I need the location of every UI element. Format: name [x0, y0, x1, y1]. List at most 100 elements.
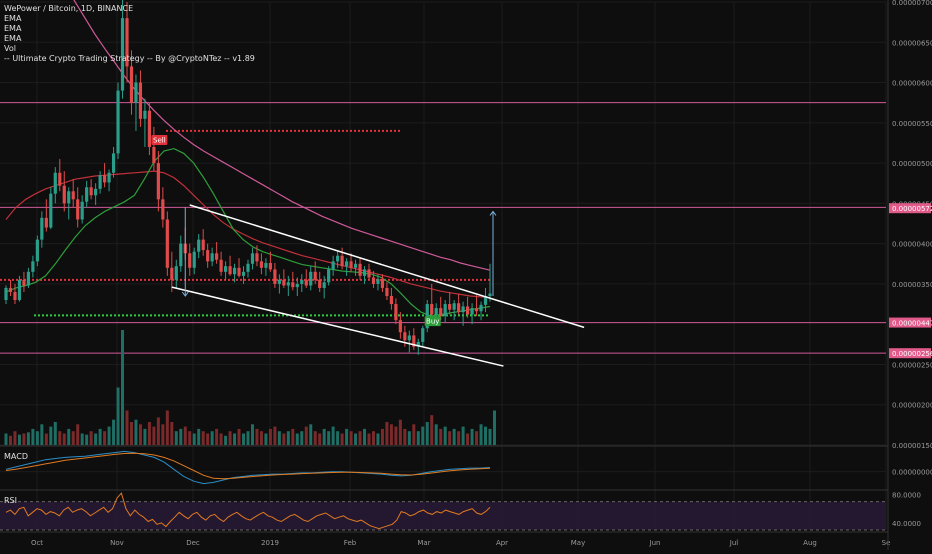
- candle-body: [31, 261, 35, 272]
- candle-body: [228, 266, 232, 275]
- volume-bar: [331, 426, 335, 445]
- ema-mid-line: [5, 170, 491, 299]
- volume-bar: [282, 433, 286, 445]
- candle-body: [179, 243, 183, 267]
- volume-bar: [143, 428, 147, 445]
- volume-bar: [242, 433, 246, 445]
- volume-bar: [237, 428, 241, 445]
- volume-bar: [416, 431, 420, 445]
- volume-bar: [215, 428, 219, 445]
- volume-bar: [457, 431, 461, 445]
- volume-bar: [488, 428, 492, 445]
- volume-bar: [219, 433, 223, 445]
- legend-vol: Vol: [4, 44, 16, 53]
- price-marker-box: [889, 203, 931, 214]
- volume-bar: [452, 428, 456, 445]
- volume-bar: [376, 433, 380, 445]
- volume-bar: [412, 424, 416, 445]
- y-tick-label: 0.00000700: [892, 0, 932, 7]
- candle-body: [349, 261, 353, 268]
- volume-bar: [394, 426, 398, 445]
- candle-body: [44, 217, 48, 228]
- volume-bar: [443, 426, 447, 445]
- candle-body: [322, 282, 326, 288]
- volume-bar: [466, 433, 470, 445]
- rsi-band: [0, 501, 886, 530]
- candle-body: [313, 271, 317, 280]
- volume-bar: [434, 424, 438, 445]
- candle-body: [398, 320, 402, 333]
- volume-bar: [107, 426, 111, 445]
- volume-bar: [407, 431, 411, 445]
- volume-bar: [85, 434, 89, 445]
- volume-bar: [210, 431, 214, 445]
- candle-body: [94, 188, 98, 196]
- candle-body: [223, 266, 228, 272]
- volume-bar: [116, 387, 120, 445]
- volume-bar: [255, 428, 259, 445]
- volume-bar: [58, 431, 62, 445]
- candle-body: [465, 306, 470, 315]
- rsi-tick-label: 40.0000: [892, 520, 921, 528]
- candle-body: [143, 110, 147, 119]
- x-tick-label: Oct: [31, 539, 43, 547]
- volume-bar: [31, 428, 35, 445]
- candle-body: [286, 282, 290, 286]
- volume-bar: [371, 431, 375, 445]
- signal-label: Buy: [426, 318, 439, 326]
- rsi-tick-label: 80.0000: [892, 492, 921, 500]
- signal-badge: [151, 135, 168, 146]
- candle-body: [89, 187, 93, 196]
- volume-bar: [492, 410, 496, 445]
- volume-bar: [165, 410, 169, 445]
- candle-body: [232, 267, 237, 275]
- candle-body: [246, 263, 250, 272]
- volume-bar: [430, 415, 434, 445]
- volume-bar: [259, 431, 263, 445]
- candle-body: [13, 291, 17, 301]
- candle-body: [318, 279, 322, 288]
- candle-body: [71, 191, 75, 200]
- candle-body: [125, 18, 129, 67]
- measure-arrow-right-head: [489, 210, 497, 216]
- volume-bar: [112, 419, 116, 445]
- x-tick-label: May: [571, 539, 585, 547]
- candle-body: [282, 279, 286, 286]
- candle-body: [380, 279, 385, 288]
- x-tick-label: Dec: [186, 539, 200, 547]
- volume-bar: [174, 431, 178, 445]
- volume-bar: [179, 428, 183, 445]
- candle-body: [4, 287, 8, 301]
- candle-body: [120, 18, 125, 91]
- volume-bar: [300, 431, 304, 445]
- candle-body: [371, 277, 376, 284]
- volume-bar: [121, 330, 125, 445]
- candle-body: [439, 308, 443, 317]
- volume-bar: [192, 433, 196, 445]
- candle-body: [277, 279, 281, 284]
- x-tick-label: Apr: [496, 539, 508, 547]
- volume-bar: [309, 424, 313, 445]
- macd-tick-label: 0.00000000: [892, 469, 932, 477]
- volume-bar: [403, 428, 407, 445]
- x-tick-label: Aug: [803, 539, 817, 547]
- volume-bar: [340, 433, 344, 445]
- candle-body: [116, 90, 120, 154]
- candle-body: [273, 269, 277, 284]
- candle-body: [102, 175, 107, 183]
- volume-bar: [264, 433, 268, 445]
- candle-body: [295, 283, 299, 288]
- volume-bar: [76, 424, 80, 445]
- ema-fast-line: [5, 147, 491, 317]
- candle-body: [201, 239, 205, 251]
- rsi-line: [5, 492, 491, 530]
- volume-bar: [421, 426, 425, 445]
- x-tick-label: Mar: [417, 539, 430, 547]
- volume-bar: [134, 419, 138, 445]
- volume-bar: [80, 433, 84, 445]
- y-tick-label: 0.00000500: [892, 160, 932, 168]
- volume-bar: [358, 431, 362, 445]
- candle-body: [107, 172, 111, 183]
- candle-body: [403, 332, 407, 341]
